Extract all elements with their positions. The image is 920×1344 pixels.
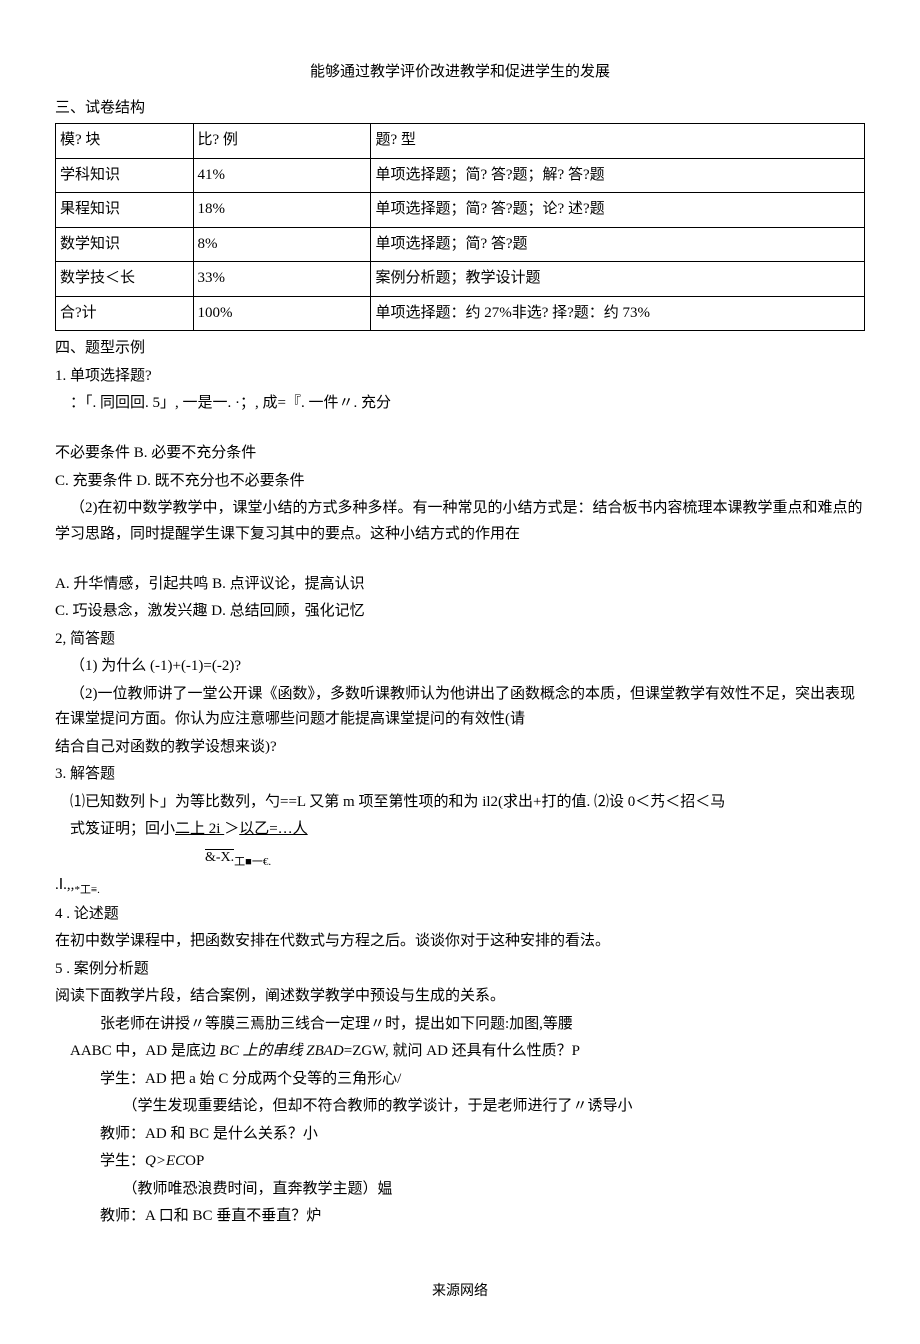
- frac-denominator: &-X.: [205, 849, 234, 865]
- table-header-row: 模? 块 比? 例 题? 型: [56, 124, 865, 159]
- q3-underline1: 二上 2i: [175, 821, 224, 837]
- table-row: 学科知识 41% 单项选择题；简? 答?题；解? 答?题: [56, 158, 865, 193]
- q1-line1: ：「. 同回回. 5」, 一是一. ·；, 成=『. 一件〃. 充分: [55, 391, 865, 417]
- q1-option-cd: C. 充要条件 D. 既不充分也不必要条件: [55, 469, 865, 495]
- table-cell: 果程知识: [56, 193, 194, 228]
- page-footer: 来源网络: [55, 1280, 865, 1304]
- table-cell: 单项选择题：约 27%非选? 择?题：约 73%: [371, 296, 865, 331]
- section-4-heading: 四、题型示例: [55, 336, 865, 362]
- table-cell: 8%: [193, 227, 371, 262]
- dialogue-line: 张老师在讲授〃等膜三焉肋三线合一定理〃时，提出如下冋题:加图,等腰: [55, 1012, 865, 1038]
- q4-heading: 4 . 论述题: [55, 902, 865, 928]
- dialogue-line: 学生：Q>ECOP: [55, 1149, 865, 1175]
- d2-italic: BC 上的串线 ZBAD: [220, 1043, 344, 1059]
- q2-heading: 2, 简答题: [55, 627, 865, 653]
- frac-tail: 工■一€.: [234, 856, 271, 868]
- d6-italic: Q>EC: [145, 1153, 185, 1169]
- table-cell: 单项选择题；简? 答?题；解? 答?题: [371, 158, 865, 193]
- d2-suffix: =ZGW, 就问 AD 还具有什么性质？P: [344, 1043, 580, 1059]
- d2-prefix: AABC 中，AD 是底边: [70, 1043, 220, 1059]
- q5-text: 阅读下面教学片段，结合案例，阐述数学教学中预设与生成的关系。: [55, 984, 865, 1010]
- q3-prefix: 式笈证明；回小: [70, 821, 175, 837]
- q3-symbols: .Ⅰ.,,*工≡.: [55, 873, 865, 900]
- fraction-icon: &-X.: [205, 849, 234, 865]
- q5-heading: 5 . 案例分析题: [55, 957, 865, 983]
- table-cell: 100%: [193, 296, 371, 331]
- header-cell: 比? 例: [193, 124, 371, 159]
- q1-option-b: 不必要条件 B. 必要不充分条件: [55, 441, 865, 467]
- q3-sub1: ⑴已知数列卜」为等比数列，勺==L 又第 m 项至第性项的和为 il2(求出+打…: [55, 790, 865, 816]
- q3-fraction: &-X. 工■一€.: [55, 845, 865, 872]
- table-row: 数学知识 8% 单项选择题；简? 答?题: [56, 227, 865, 262]
- table-row: 合?计 100% 单项选择题：约 27%非选? 择?题：约 73%: [56, 296, 865, 331]
- dialogue-line: AABC 中，AD 是底边 BC 上的串线 ZBAD=ZGW, 就问 AD 还具…: [55, 1039, 865, 1065]
- table-cell: 数学技＜长: [56, 262, 194, 297]
- table-cell: 41%: [193, 158, 371, 193]
- q2-sub1: （1) 为什么 (-1)+(-1)=(-2)?: [55, 654, 865, 680]
- spacer: [55, 419, 865, 442]
- q3-underline2: 以乙=…人: [239, 821, 307, 837]
- spacer: [55, 549, 865, 572]
- table-cell: 单项选择题；简? 答?题: [371, 227, 865, 262]
- table-row: 数学技＜长 33% 案例分析题；教学设计题: [56, 262, 865, 297]
- sym1: .Ⅰ.,,: [55, 877, 74, 893]
- q1-sub2-cd: C. 巧设悬念，激发兴趣 D. 总结回顾，强化记忆: [55, 599, 865, 625]
- table-cell: 合?计: [56, 296, 194, 331]
- page-title: 能够通过教学评价改进教学和促进学生的发展: [55, 60, 865, 86]
- dialogue-line: 教师：AD 和 BC 是什么关系？小: [55, 1122, 865, 1148]
- d6-prefix: 学生：: [100, 1153, 145, 1169]
- q1-sub2-ab: A. 升华情感，引起共鸣 B. 点评议论，提高认识: [55, 572, 865, 598]
- q3-heading: 3. 解答题: [55, 762, 865, 788]
- dialogue-line: （教师唯恐浪费时间，直奔教学主题）媪: [55, 1177, 865, 1203]
- table-row: 果程知识 18% 单项选择题；简? 答?题；论? 述?题: [56, 193, 865, 228]
- header-cell: 题? 型: [371, 124, 865, 159]
- q1-heading: 1. 单项选择题?: [55, 364, 865, 390]
- table-cell: 数学知识: [56, 227, 194, 262]
- q2-sub2: （2)一位教师讲了一堂公开课《函数》，多数听课教师认为他讲出了函数概念的本质，但…: [55, 682, 865, 733]
- table-cell: 单项选择题；简? 答?题；论? 述?题: [371, 193, 865, 228]
- structure-table: 模? 块 比? 例 题? 型 学科知识 41% 单项选择题；简? 答?题；解? …: [55, 123, 865, 331]
- table-cell: 18%: [193, 193, 371, 228]
- dialogue-line: 教师：A 口和 BC 垂直不垂直？炉: [55, 1204, 865, 1230]
- section-3-heading: 三、试卷结构: [55, 96, 865, 122]
- header-cell: 模? 块: [56, 124, 194, 159]
- q1-sub2: （2)在初中数学教学中，课堂小结的方式多种多样。有一种常见的小结方式是：结合板书…: [55, 496, 865, 547]
- q3-sub1b: 式笈证明；回小二上 2i ＞以乙=…人: [55, 817, 865, 843]
- table-cell: 案例分析题；教学设计题: [371, 262, 865, 297]
- q3-mid: ＞: [224, 821, 239, 837]
- q2-sub2b: 结合自己对函数的教学设想来谈)?: [55, 735, 865, 761]
- table-cell: 33%: [193, 262, 371, 297]
- table-cell: 学科知识: [56, 158, 194, 193]
- d6-suffix: OP: [185, 1153, 204, 1169]
- sym2: *工≡.: [74, 884, 99, 896]
- q4-text: 在初中数学课程中，把函数安排在代数式与方程之后。谈谈你对于这种安排的看法。: [55, 929, 865, 955]
- dialogue-line: 学生：AD 把 a 始 C 分成两个殳等的三角形心/: [55, 1067, 865, 1093]
- dialogue-line: （学生发现重要结论，但却不符合教师的教学谈计，于是老师进行了〃诱导小: [55, 1094, 865, 1120]
